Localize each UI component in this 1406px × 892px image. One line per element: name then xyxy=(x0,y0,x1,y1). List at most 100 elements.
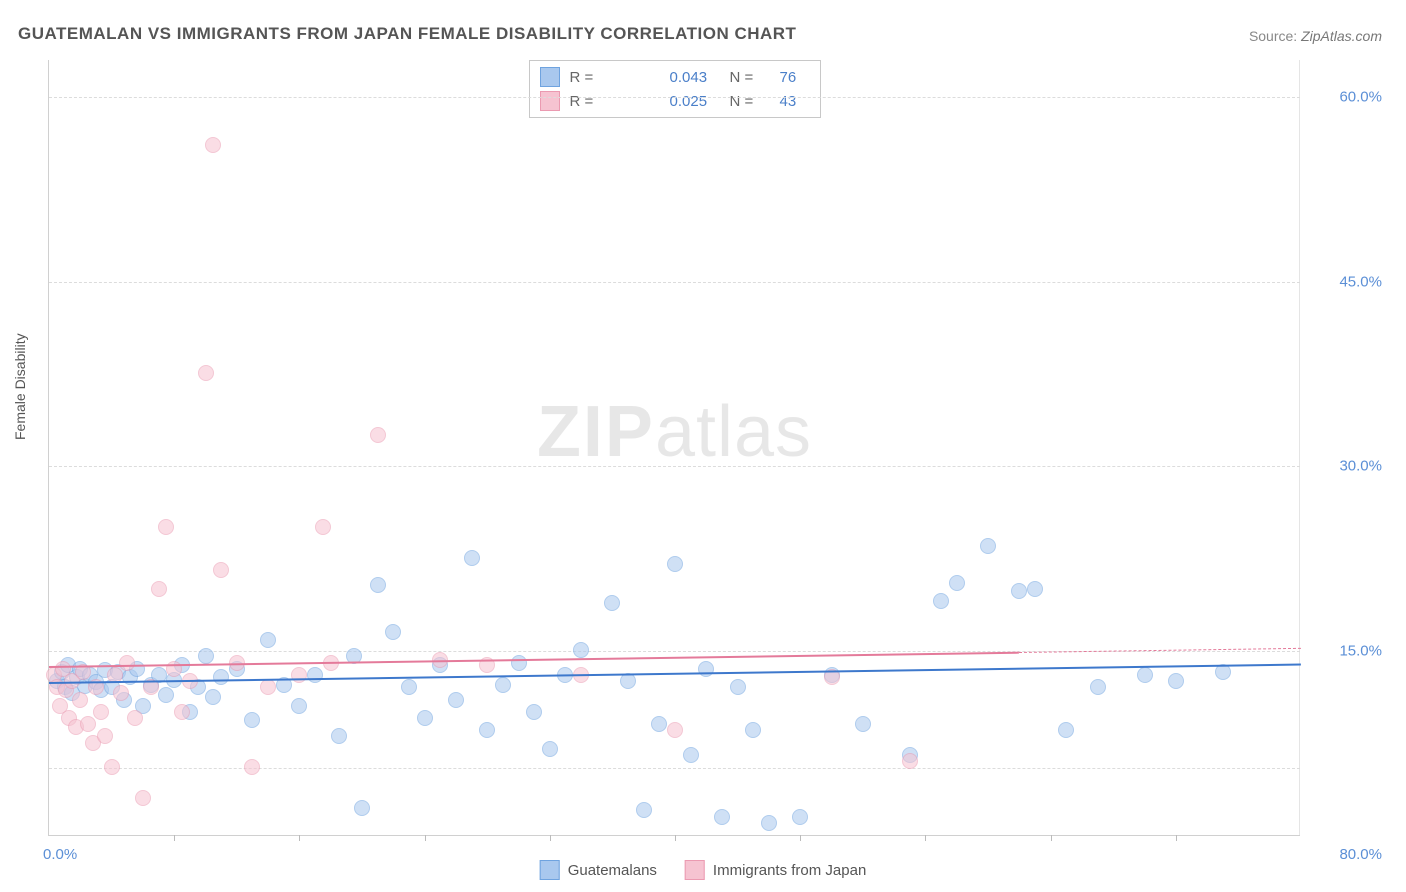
scatter-point xyxy=(307,667,323,683)
scatter-point xyxy=(104,759,120,775)
x-tick xyxy=(800,835,801,841)
gridline xyxy=(49,282,1300,283)
legend-swatch-guatemalans xyxy=(540,860,560,880)
y-tick-label: 15.0% xyxy=(1339,643,1382,660)
x-tick xyxy=(1176,835,1177,841)
scatter-point xyxy=(244,712,260,728)
scatter-point xyxy=(1168,673,1184,689)
scatter-point xyxy=(354,800,370,816)
legend-row-series-1: R = 0.025 N = 43 xyxy=(540,89,810,113)
plot-right-border xyxy=(1299,60,1300,835)
scatter-point xyxy=(933,593,949,609)
scatter-point xyxy=(949,575,965,591)
x-tick xyxy=(675,835,676,841)
scatter-point xyxy=(135,790,151,806)
scatter-point xyxy=(260,632,276,648)
chart-title: GUATEMALAN VS IMMIGRANTS FROM JAPAN FEMA… xyxy=(18,24,796,44)
legend-item-guatemalans: Guatemalans xyxy=(540,860,657,880)
legend-swatch-series-0 xyxy=(540,67,560,87)
scatter-point xyxy=(448,692,464,708)
legend-row-series-0: R = 0.043 N = 76 xyxy=(540,65,810,89)
scatter-point xyxy=(651,716,667,732)
y-tick-label: 60.0% xyxy=(1339,88,1382,105)
scatter-point xyxy=(464,550,480,566)
x-tick xyxy=(925,835,926,841)
scatter-point xyxy=(401,679,417,695)
scatter-point xyxy=(542,741,558,757)
y-tick-label: 30.0% xyxy=(1339,458,1382,475)
legend-r-label-0: R = xyxy=(570,69,660,86)
scatter-point xyxy=(119,655,135,671)
scatter-point xyxy=(158,687,174,703)
watermark-rest: atlas xyxy=(655,392,812,472)
scatter-point xyxy=(1058,722,1074,738)
series-legend: Guatemalans Immigrants from Japan xyxy=(540,860,867,880)
scatter-point xyxy=(260,679,276,695)
y-tick-label: 45.0% xyxy=(1339,273,1382,290)
scatter-point xyxy=(1090,679,1106,695)
scatter-point xyxy=(714,809,730,825)
x-axis-end-label: 80.0% xyxy=(1339,846,1382,863)
legend-n-value-1: 43 xyxy=(780,93,810,110)
legend-swatch-japan xyxy=(685,860,705,880)
scatter-point xyxy=(683,747,699,763)
x-tick xyxy=(299,835,300,841)
scatter-point xyxy=(1137,667,1153,683)
scatter-point xyxy=(72,692,88,708)
source-attribution: Source: ZipAtlas.com xyxy=(1249,28,1382,44)
scatter-point xyxy=(1215,664,1231,680)
scatter-point xyxy=(792,809,808,825)
scatter-point xyxy=(667,556,683,572)
scatter-point xyxy=(980,538,996,554)
legend-r-value-0: 0.043 xyxy=(670,69,720,86)
scatter-point xyxy=(291,667,307,683)
legend-item-japan: Immigrants from Japan xyxy=(685,860,866,880)
legend-r-value-1: 0.025 xyxy=(670,93,720,110)
scatter-point xyxy=(174,704,190,720)
scatter-point xyxy=(511,655,527,671)
watermark: ZIPatlas xyxy=(537,391,812,473)
scatter-point xyxy=(761,815,777,831)
scatter-point xyxy=(526,704,542,720)
legend-n-label-0: N = xyxy=(730,69,770,86)
watermark-zip: ZIP xyxy=(537,392,655,472)
legend-swatch-series-1 xyxy=(540,91,560,111)
x-tick xyxy=(425,835,426,841)
correlation-legend: R = 0.043 N = 76 R = 0.025 N = 43 xyxy=(529,60,821,118)
scatter-point xyxy=(205,689,221,705)
scatter-point xyxy=(198,648,214,664)
scatter-point xyxy=(331,728,347,744)
scatter-point xyxy=(213,562,229,578)
x-axis-start-label: 0.0% xyxy=(43,846,77,863)
scatter-point xyxy=(291,698,307,714)
scatter-point xyxy=(855,716,871,732)
source-value: ZipAtlas.com xyxy=(1301,28,1382,44)
scatter-point xyxy=(198,365,214,381)
scatter-point xyxy=(604,595,620,611)
gridline xyxy=(49,466,1300,467)
legend-label-guatemalans: Guatemalans xyxy=(568,862,657,879)
scatter-point xyxy=(158,519,174,535)
legend-label-japan: Immigrants from Japan xyxy=(713,862,866,879)
scatter-point xyxy=(113,685,129,701)
x-tick xyxy=(174,835,175,841)
scatter-point xyxy=(495,677,511,693)
scatter-point xyxy=(385,624,401,640)
legend-r-label-1: R = xyxy=(570,93,660,110)
scatter-point xyxy=(370,427,386,443)
y-axis-label: Female Disability xyxy=(12,333,28,440)
scatter-point xyxy=(205,137,221,153)
scatter-point xyxy=(730,679,746,695)
scatter-point xyxy=(1027,581,1043,597)
scatter-point xyxy=(417,710,433,726)
scatter-point xyxy=(151,581,167,597)
scatter-point xyxy=(127,710,143,726)
scatter-point xyxy=(315,519,331,535)
scatter-point xyxy=(573,642,589,658)
scatter-point xyxy=(745,722,761,738)
scatter-point xyxy=(80,716,96,732)
x-tick xyxy=(550,835,551,841)
scatter-point xyxy=(1011,583,1027,599)
scatter-point xyxy=(636,802,652,818)
legend-n-value-0: 76 xyxy=(780,69,810,86)
